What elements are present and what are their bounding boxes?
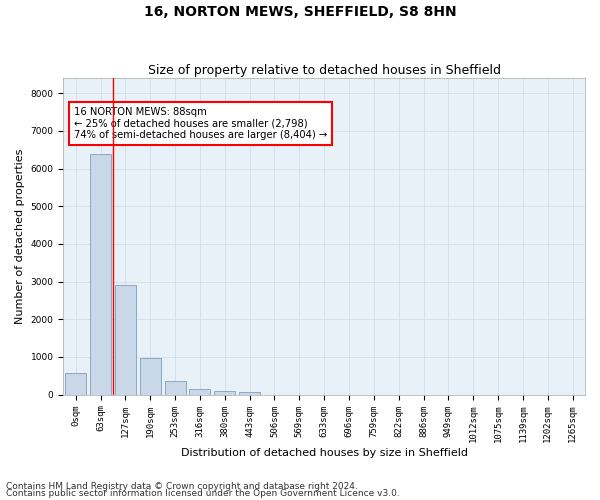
Bar — [214, 391, 235, 394]
Text: Contains HM Land Registry data © Crown copyright and database right 2024.: Contains HM Land Registry data © Crown c… — [6, 482, 358, 491]
Bar — [239, 392, 260, 394]
Bar — [115, 286, 136, 395]
Text: Contains public sector information licensed under the Open Government Licence v3: Contains public sector information licen… — [6, 490, 400, 498]
Bar — [90, 154, 111, 394]
Y-axis label: Number of detached properties: Number of detached properties — [15, 148, 25, 324]
X-axis label: Distribution of detached houses by size in Sheffield: Distribution of detached houses by size … — [181, 448, 467, 458]
Title: Size of property relative to detached houses in Sheffield: Size of property relative to detached ho… — [148, 64, 500, 77]
Bar — [140, 358, 161, 394]
Text: 16 NORTON MEWS: 88sqm
← 25% of detached houses are smaller (2,798)
74% of semi-d: 16 NORTON MEWS: 88sqm ← 25% of detached … — [74, 106, 327, 140]
Text: 16, NORTON MEWS, SHEFFIELD, S8 8HN: 16, NORTON MEWS, SHEFFIELD, S8 8HN — [143, 5, 457, 19]
Bar — [164, 382, 185, 394]
Bar — [65, 372, 86, 394]
Bar — [190, 388, 211, 394]
